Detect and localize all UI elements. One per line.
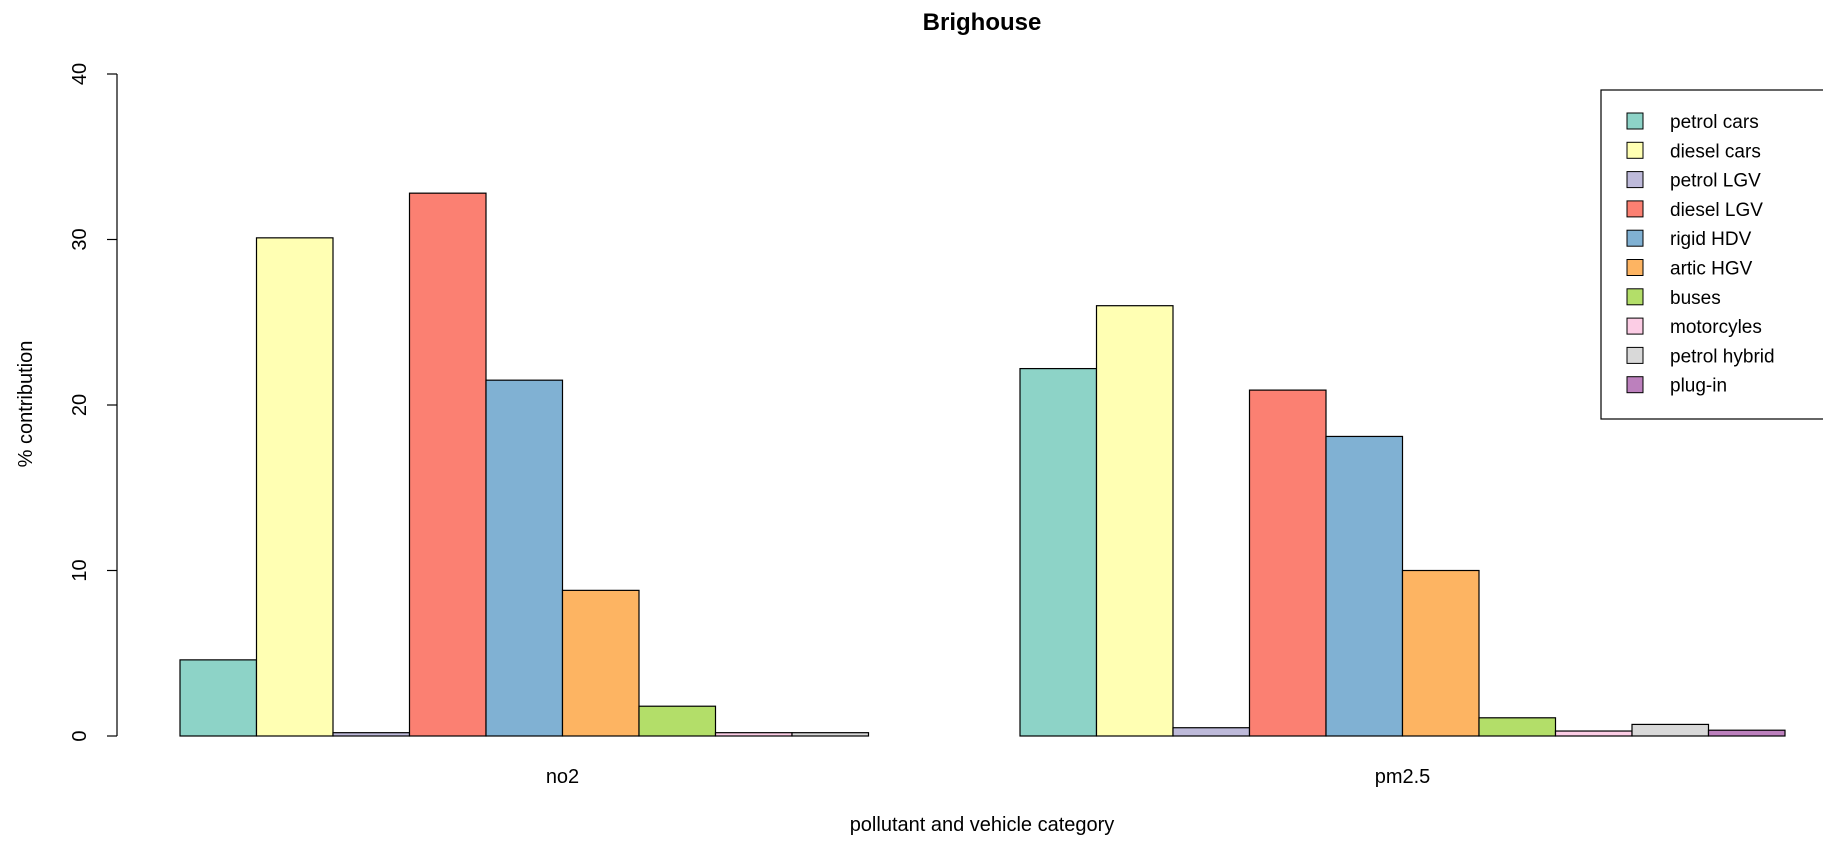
legend-swatch <box>1626 346 1644 364</box>
y-tick-label: 40 <box>69 63 91 85</box>
bar-pm2.5-rigid-HDV <box>1325 435 1404 737</box>
bar-pm2.5-motorcyles <box>1554 730 1633 737</box>
bar-no2-petrol-hybrid <box>791 732 870 737</box>
bar-pm2.5-artic-HGV <box>1401 569 1480 737</box>
bar-pm2.5-petrol-LGV <box>1172 727 1251 737</box>
legend-swatch <box>1626 112 1644 130</box>
bar-no2-artic-HGV <box>561 589 640 737</box>
bar-pm2.5-plug-in <box>1707 729 1786 737</box>
legend-entry-label: buses <box>1670 288 1721 309</box>
legend-entry-label: artic HGV <box>1670 259 1753 280</box>
legend-swatch <box>1626 376 1644 394</box>
x-category-label: pm2.5 <box>1375 766 1431 788</box>
bar-no2-rigid-HDV <box>485 379 564 737</box>
legend-swatch <box>1626 229 1644 247</box>
legend-swatch <box>1626 171 1644 189</box>
legend-entry-label: plug-in <box>1670 376 1727 397</box>
bar-no2-petrol-LGV <box>332 732 411 737</box>
x-category-label: no2 <box>546 766 579 788</box>
legend-swatch <box>1626 141 1644 159</box>
bar-pm2.5-petrol-hybrid <box>1631 723 1710 737</box>
legend-swatch <box>1626 317 1644 335</box>
bar-pm2.5-buses <box>1478 717 1557 737</box>
legend-entry-label: petrol LGV <box>1670 171 1761 192</box>
bar-no2-diesel-LGV <box>408 192 487 737</box>
bar-pm2.5-diesel-LGV <box>1248 389 1327 737</box>
chart-title: Brighouse <box>923 9 1042 36</box>
legend-entry-label: motorcyles <box>1670 317 1762 338</box>
legend-entry-label: diesel LGV <box>1670 200 1763 221</box>
legend-swatch <box>1626 200 1644 218</box>
x-axis-label: pollutant and vehicle category <box>850 814 1115 836</box>
legend-entry-label: petrol cars <box>1670 112 1759 133</box>
bar-no2-petrol-cars <box>179 659 258 737</box>
y-tick-label: 10 <box>69 559 91 581</box>
y-tick-label: 30 <box>69 228 91 250</box>
y-axis-label: % contribution <box>15 341 37 468</box>
bar-pm2.5-diesel-cars <box>1095 305 1174 737</box>
y-tick-label: 0 <box>69 730 91 741</box>
legend-entry-label: rigid HDV <box>1670 229 1752 250</box>
category-labels: no2 pm2.5 <box>546 766 1430 788</box>
legend: petrol cars diesel cars petrol LGV diesel L… <box>1600 89 1823 420</box>
bar-no2-diesel-cars <box>255 237 334 737</box>
bar-no2-buses <box>638 705 717 737</box>
legend-swatch <box>1626 259 1644 276</box>
legend-entry-label: diesel cars <box>1670 141 1761 162</box>
y-tick-label: 20 <box>69 394 91 416</box>
bar-no2-motorcyles <box>714 732 793 737</box>
bar-pm2.5-petrol-cars <box>1019 367 1098 737</box>
y-axis: 0 10 20 30 40 <box>69 63 118 742</box>
legend-swatch <box>1626 288 1644 306</box>
legend-box <box>1600 89 1823 420</box>
bars <box>179 192 1786 737</box>
legend-entry-label: petrol hybrid <box>1670 346 1775 367</box>
